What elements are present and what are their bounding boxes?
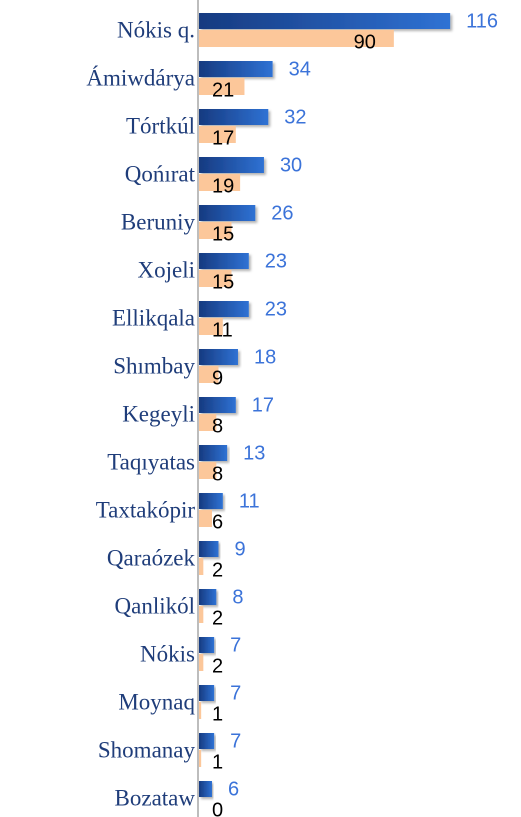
- value-label: 2: [212, 559, 223, 581]
- bar: [199, 397, 236, 413]
- bar: [199, 318, 223, 335]
- category-label: Shımbay: [113, 353, 195, 378]
- bar: [199, 13, 451, 29]
- value-label: 34: [289, 58, 311, 80]
- value-label: 6: [212, 511, 223, 533]
- value-label: 7: [230, 682, 241, 704]
- value-label: 26: [271, 202, 293, 224]
- bar: [199, 222, 232, 239]
- value-label: 11: [212, 319, 233, 341]
- value-label: 116: [466, 10, 498, 32]
- bar: [199, 78, 245, 95]
- bar: [199, 301, 249, 317]
- bar: [199, 654, 204, 671]
- bar: [199, 253, 249, 269]
- category-label: Taxtakópir: [96, 497, 196, 522]
- category-label: Qaraózek: [107, 545, 196, 570]
- value-label: 7: [230, 730, 241, 752]
- value-label: 1: [212, 703, 223, 725]
- bar: [199, 733, 215, 749]
- category-label: Nókis: [140, 641, 195, 666]
- value-label: 15: [212, 271, 234, 293]
- bar: [199, 174, 241, 191]
- category-label: Qońırat: [125, 161, 196, 186]
- value-label: 90: [354, 31, 376, 53]
- bar: [199, 685, 215, 701]
- bar: [199, 781, 212, 797]
- value-label: 7: [230, 634, 241, 656]
- value-label: 19: [212, 175, 234, 197]
- value-label: 1: [212, 751, 223, 773]
- value-label: 2: [212, 655, 223, 677]
- value-label: 2: [212, 607, 223, 629]
- category-label: Moynaq: [118, 689, 195, 714]
- bar: [199, 589, 217, 605]
- category-label: Shomanay: [98, 737, 196, 762]
- value-label: 17: [212, 127, 234, 149]
- bar: [199, 702, 202, 719]
- bar: [199, 61, 273, 77]
- category-label: Xojeli: [138, 257, 196, 282]
- bar: [199, 414, 217, 431]
- value-label: 15: [212, 223, 234, 245]
- value-label: 13: [243, 442, 265, 464]
- bar: [199, 30, 394, 47]
- bar: [199, 349, 238, 365]
- category-label: Ellikqala: [112, 305, 195, 330]
- bar: [199, 109, 269, 125]
- bar: [199, 637, 215, 653]
- category-label: Bozataw: [115, 785, 196, 810]
- bar: [199, 750, 202, 767]
- value-label: 17: [252, 394, 274, 416]
- bar: [199, 366, 219, 383]
- category-label: Taqıyatas: [107, 449, 195, 474]
- bar: [199, 205, 256, 221]
- value-label: 8: [212, 463, 223, 485]
- category-label: Ámiwdárya: [86, 65, 195, 90]
- bar: [199, 462, 217, 479]
- category-label: Qanlikól: [115, 593, 196, 618]
- value-label: 21: [212, 79, 234, 101]
- bar: [199, 126, 236, 143]
- value-label: 23: [265, 250, 287, 272]
- value-label: 0: [212, 799, 223, 817]
- value-label: 8: [232, 586, 243, 608]
- bar: [199, 445, 228, 461]
- value-label: 9: [234, 538, 245, 560]
- bar: [199, 606, 204, 623]
- value-label: 18: [254, 346, 276, 368]
- bar: [199, 270, 232, 287]
- value-label: 23: [265, 298, 287, 320]
- category-label: Kegeyli: [122, 401, 195, 426]
- value-label: 9: [212, 367, 223, 389]
- bar: [199, 157, 264, 173]
- value-label: 11: [239, 490, 260, 512]
- value-label: 8: [212, 415, 223, 437]
- bar: [199, 493, 223, 509]
- category-label: Tórtkúl: [126, 113, 195, 138]
- bar: [199, 510, 212, 527]
- value-label: 30: [280, 154, 302, 176]
- value-label: 6: [228, 778, 239, 800]
- bar: [199, 558, 204, 575]
- category-label: Beruniy: [121, 209, 196, 234]
- value-label: 32: [284, 106, 306, 128]
- category-label: Nókis q.: [117, 17, 195, 42]
- bar: [199, 541, 219, 557]
